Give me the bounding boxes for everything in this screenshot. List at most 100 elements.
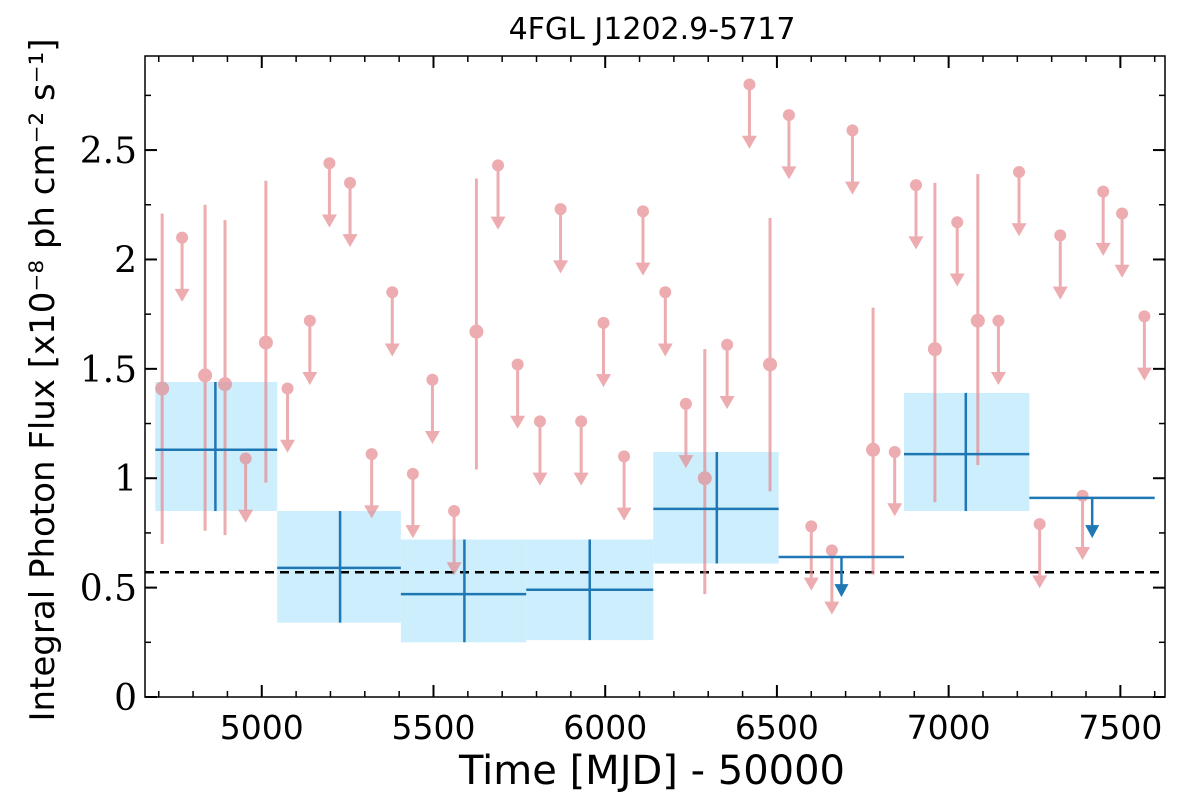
short-bin-point-3	[258, 180, 273, 483]
short-bin-point-2	[218, 220, 233, 536]
upper-limit-arrowhead	[719, 396, 735, 410]
upper-limit-arrowhead	[280, 439, 296, 453]
short-bin-upper-limit-30	[990, 314, 1006, 385]
upper-limit-arrowhead	[781, 166, 797, 180]
upper-limit-arrowhead	[1032, 575, 1048, 589]
x-tick-label-3: 6500	[735, 708, 819, 747]
short-bin-upper-limit-18	[635, 205, 651, 276]
y-axis-label: Integral Photon Flux [x10⁻⁸ ph cm⁻² s⁻¹]	[23, 38, 63, 721]
upper-limit-marker	[846, 124, 859, 137]
x-tick-label-5: 7500	[1078, 708, 1162, 747]
short-bin-upper-limit-6	[364, 448, 380, 519]
upper-limit-marker	[575, 415, 588, 428]
short-bin-upper-limit-22	[741, 78, 757, 149]
chart-title: 4FGL J1202.9-5717	[509, 12, 796, 47]
short-bin-upper-limit-28	[908, 179, 924, 250]
y-tick-label-5: 2.5	[80, 131, 137, 172]
upper-limit-arrowhead	[803, 577, 819, 591]
upper-limit-marker	[1013, 165, 1026, 178]
upper-limit-arrowhead	[824, 601, 840, 615]
short-bin-upper-limit-29	[949, 216, 965, 287]
short-bin-upper-limit-24	[803, 520, 819, 591]
short-bin-marker	[970, 313, 985, 328]
short-bin-upper-limit-26	[844, 124, 860, 195]
short-bin-point-5	[697, 349, 712, 595]
upper-limit-marker	[1138, 310, 1151, 323]
x-tick-label-2: 6000	[563, 708, 647, 747]
upper-limit-marker	[323, 157, 336, 170]
y-tick-label-1: 0.5	[80, 569, 137, 610]
upper-limit-arrowhead	[342, 234, 358, 248]
upper-limit-marker	[597, 316, 610, 329]
x-tick-label-0: 5000	[220, 708, 304, 747]
upper-limit-marker	[281, 382, 294, 395]
upper-limit-marker	[1116, 207, 1129, 220]
upper-limit-marker	[239, 452, 252, 465]
short-bin-marker	[198, 368, 213, 383]
upper-limit-arrowhead	[510, 415, 526, 429]
short-bin-upper-limit-21	[719, 338, 735, 410]
upper-limit-arrowhead	[321, 214, 337, 228]
axes: 5000 5500 6000 6500 7000 7500 0 0.5 1 1.5 2 2.5	[80, 55, 1166, 747]
long-bin-point-3	[526, 539, 654, 641]
upper-limit-arrowhead	[573, 472, 589, 486]
short-bin-upper-limit-9	[424, 373, 440, 445]
short-bin-marker	[927, 342, 942, 357]
upper-limit-marker	[888, 445, 901, 458]
upper-limit-arrowhead	[908, 236, 924, 250]
short-bin-series	[155, 78, 1152, 615]
short-bin-upper-limit-27	[887, 445, 903, 517]
short-bin-upper-limit-2	[280, 382, 296, 453]
upper-limit-arrowhead	[532, 472, 548, 486]
short-bin-upper-limit-17	[616, 450, 632, 521]
upper-limit-marker	[492, 159, 505, 172]
upper-limit-arrowhead	[678, 455, 694, 469]
upper-limit-marker	[344, 176, 357, 189]
short-bin-upper-limit-35	[1095, 185, 1111, 256]
short-bin-upper-limit-1	[238, 452, 254, 523]
upper-limit-marker	[426, 373, 439, 386]
short-bin-point-4	[469, 178, 484, 470]
upper-limit-arrowhead	[174, 288, 190, 302]
short-bin-marker	[866, 442, 881, 457]
upper-limit-arrowhead	[844, 181, 860, 195]
upper-limit-marker	[992, 314, 1005, 327]
upper-limit-marker	[554, 203, 567, 216]
short-bin-point-6	[763, 217, 778, 492]
short-bin-upper-limit-31	[1011, 165, 1027, 237]
short-bin-marker	[258, 335, 273, 350]
short-bin-upper-limit-25	[824, 544, 840, 615]
short-bin-upper-limit-7	[384, 286, 400, 357]
y-tick-label-0: 0	[114, 678, 137, 719]
long-bin-series	[155, 381, 1155, 643]
short-bin-upper-limit-5	[342, 176, 358, 248]
upper-limit-marker	[825, 544, 838, 557]
y-tick-label-3: 1.5	[80, 350, 137, 391]
short-bin-upper-limit-15	[573, 415, 589, 486]
upper-limit-marker	[1054, 229, 1067, 242]
long-bin-point-1	[277, 511, 401, 623]
upper-limit-marker	[511, 358, 524, 371]
short-bin-upper-limit-8	[405, 467, 421, 539]
short-bin-upper-limit-16	[595, 316, 611, 388]
upper-limit-arrowhead	[1136, 367, 1152, 381]
upper-limit-marker	[659, 286, 672, 299]
upper-limit-arrowhead	[553, 260, 569, 274]
upper-limit-marker	[533, 415, 546, 428]
short-bin-upper-limit-37	[1136, 310, 1152, 381]
short-bin-point-0	[155, 213, 170, 544]
long-bin-upper-limit-0	[778, 555, 904, 598]
short-bin-marker	[469, 324, 484, 339]
short-bin-upper-limit-12	[510, 358, 526, 429]
upper-limit-marker	[618, 450, 631, 463]
upper-limit-marker	[1076, 489, 1089, 502]
short-bin-upper-limit-20	[678, 397, 694, 469]
upper-limit-marker	[636, 205, 649, 218]
upper-limit-marker	[303, 314, 316, 327]
long-bin-ul-arrowhead	[1085, 525, 1100, 539]
short-bin-marker	[697, 471, 712, 486]
x-tick-label-1: 5500	[391, 708, 475, 747]
short-bin-marker	[218, 377, 233, 392]
upper-limit-marker	[782, 109, 795, 122]
short-bin-marker	[155, 381, 170, 396]
